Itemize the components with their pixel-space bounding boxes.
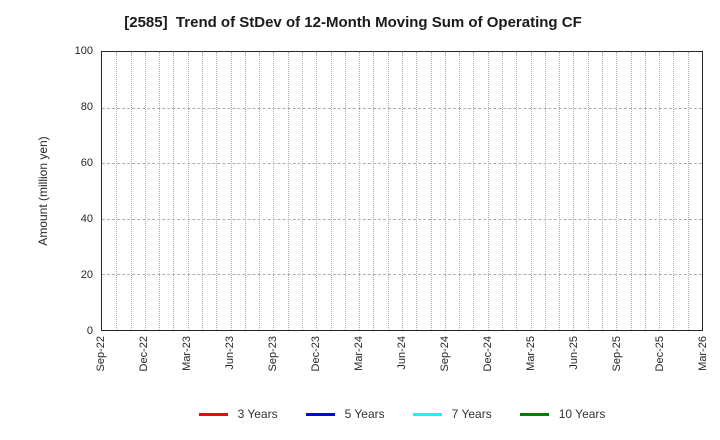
x-tick-label: Sep-23 [267, 336, 279, 372]
vertical-gridline [444, 52, 446, 330]
chart-title: [2585] Trend of StDev of 12-Month Moving… [124, 14, 582, 31]
vertical-gridline [116, 52, 118, 330]
vertical-gridline [416, 52, 418, 330]
legend-label: 3 Years [237, 407, 278, 421]
x-tick-label: Jun-23 [224, 336, 236, 370]
legend-line-swatch [412, 412, 442, 416]
horizontal-gridline [102, 163, 702, 165]
vertical-gridline [230, 52, 232, 330]
plot-area [101, 51, 703, 331]
vertical-gridline [387, 52, 389, 330]
y-tick-label: 0 [86, 325, 93, 337]
vertical-gridline [487, 52, 489, 330]
x-tick-label: Mar-23 [181, 336, 193, 371]
y-tick-label: 40 [80, 213, 93, 225]
vertical-gridline [659, 52, 661, 330]
vertical-gridline [330, 52, 332, 330]
vertical-gridline [202, 52, 203, 330]
vertical-gridline [630, 52, 632, 330]
x-tick-label: Jun-24 [396, 336, 408, 370]
vertical-gridline [216, 52, 218, 330]
legend-item: 3 Years [198, 407, 278, 421]
horizontal-gridline [102, 274, 702, 276]
x-tick-label: Mar-24 [353, 336, 365, 371]
y-tick-label: 100 [74, 45, 93, 57]
vertical-gridline [473, 52, 475, 330]
vertical-gridline [530, 52, 532, 330]
legend-item: 7 Years [412, 407, 492, 421]
vertical-gridline [159, 52, 161, 330]
vertical-gridline [687, 52, 689, 330]
x-tick-label: Dec-24 [482, 336, 494, 372]
legend-line-swatch [198, 412, 228, 416]
legend-label: 5 Years [344, 407, 385, 421]
vertical-gridline [430, 52, 432, 330]
legend-item: 10 Years [519, 407, 606, 421]
vertical-gridline [559, 52, 561, 330]
vertical-gridline [259, 52, 261, 330]
vertical-gridline [587, 52, 589, 330]
legend: 3 Years 5 Years 7 Years 10 Years [101, 404, 703, 424]
vertical-gridline [173, 52, 175, 330]
vertical-gridline [502, 52, 503, 330]
vertical-gridline [459, 52, 461, 330]
horizontal-gridline [102, 107, 702, 109]
vertical-gridline [302, 52, 303, 330]
legend-label: 7 Years [451, 407, 492, 421]
vertical-gridline [573, 52, 575, 330]
vertical-gridline [616, 52, 618, 330]
vertical-gridline [602, 52, 603, 330]
x-tick-label: Jun-25 [568, 336, 580, 370]
x-tick-label: Mar-25 [525, 336, 537, 371]
vertical-gridline [359, 52, 361, 330]
vertical-gridline [130, 52, 132, 330]
vertical-gridline [373, 52, 375, 330]
vertical-gridline [144, 52, 146, 330]
vertical-gridline [316, 52, 318, 330]
vertical-gridline [673, 52, 675, 330]
vertical-gridline [516, 52, 518, 330]
vertical-gridline [287, 52, 289, 330]
y-tick-label: 80 [80, 101, 93, 113]
x-tick-label: Dec-25 [654, 336, 666, 372]
x-tick-label: Dec-22 [138, 336, 150, 372]
vertical-gridline [402, 52, 403, 330]
vertical-gridline [344, 52, 346, 330]
vertical-gridline [244, 52, 246, 330]
horizontal-gridline [102, 218, 702, 220]
x-tick-label: Mar-26 [697, 336, 709, 371]
y-tick-label: 20 [80, 269, 93, 281]
legend-label: 10 Years [558, 407, 606, 421]
x-tick-label: Sep-24 [439, 336, 451, 372]
vertical-gridline [644, 52, 646, 330]
y-tick-label: 60 [80, 157, 93, 169]
vertical-gridline [544, 52, 546, 330]
legend-line-swatch [305, 412, 335, 416]
x-tick-label: Dec-23 [310, 336, 322, 372]
x-tick-label: Sep-25 [611, 336, 623, 372]
y-axis-label: Amount (million yen) [36, 136, 50, 246]
vertical-gridline [273, 52, 275, 330]
vertical-gridline [187, 52, 189, 330]
x-tick-label: Sep-22 [95, 336, 107, 372]
legend-item: 5 Years [305, 407, 385, 421]
legend-line-swatch [519, 412, 549, 416]
